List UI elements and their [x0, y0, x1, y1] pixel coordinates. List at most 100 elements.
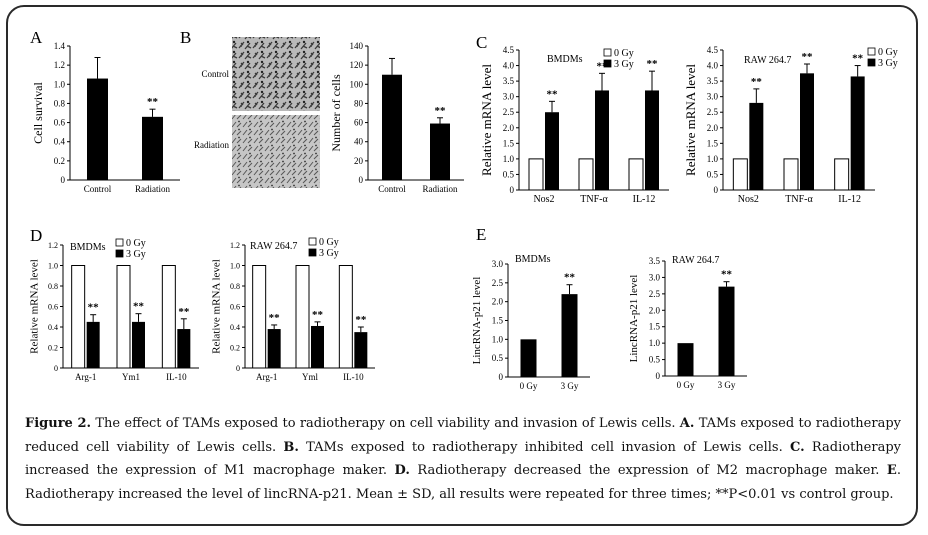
bar-0gy	[116, 265, 131, 369]
legend-swatch-3gy	[308, 248, 317, 257]
y-tick-label: 2.0	[649, 305, 661, 315]
y-tick-label: 0.8	[54, 98, 66, 108]
category-label: 0 Gy	[677, 380, 695, 390]
y-tick-label: 120	[350, 60, 364, 70]
bar-3gy	[177, 329, 191, 368]
legend-label: 0 Gy	[126, 238, 146, 249]
legend-swatch-3gy	[603, 59, 612, 68]
significance-mark: **	[88, 302, 100, 314]
y-tick-label: 1.2	[54, 60, 65, 70]
bar	[718, 286, 735, 376]
significance-mark: **	[647, 58, 659, 70]
y-tick-label: 140	[350, 41, 364, 51]
y-axis-label: Cell survival	[31, 82, 45, 144]
y-axis-label: LincRNA-p21 level	[628, 275, 640, 363]
caption-e-label: E	[886, 463, 897, 478]
y-tick-label: 0.4	[54, 137, 66, 147]
category-label: Nos2	[738, 194, 759, 205]
micrograph-label-control: Control	[201, 69, 229, 79]
bar-0gy	[783, 158, 799, 191]
significance-mark: **	[312, 309, 324, 321]
bar-3gy	[311, 325, 324, 368]
y-tick-label: 3.0	[503, 92, 515, 102]
y-axis-label: Number of cells	[329, 74, 343, 152]
category-label: Control	[84, 184, 112, 194]
legend-label: 3 Gy	[878, 58, 898, 69]
caption-a-label: A.	[679, 416, 695, 431]
y-axis-label: LincRNA-p21 level	[471, 277, 483, 365]
y-tick-label: 1.0	[492, 334, 504, 344]
y-tick-label: 0.6	[230, 303, 240, 312]
category-label: Arg-1	[256, 372, 277, 382]
caption-a-text: TAMs exposed to radiotherapy reduced cel…	[25, 416, 901, 455]
y-tick-label: 0.4	[230, 323, 240, 332]
panel-letter-d: D	[30, 226, 42, 245]
chart-title: BMDMs	[70, 242, 106, 253]
category-label: IL-10	[343, 372, 364, 382]
chart-title: RAW 264.7	[744, 55, 791, 66]
legend-swatch-0gy	[308, 237, 317, 246]
y-tick-label: 1.5	[649, 322, 661, 332]
y-tick-label: 1.4	[54, 41, 66, 51]
legend-label: 0 Gy	[614, 48, 634, 59]
y-tick-label: 1.0	[230, 262, 240, 271]
y-tick-label: 1.2	[48, 241, 58, 250]
y-tick-label: 0.2	[54, 156, 65, 166]
y-tick-label: 0.5	[707, 169, 719, 179]
bar-3gy	[850, 76, 865, 190]
bar-3gy	[354, 332, 368, 368]
chart-title: RAW 264.7	[672, 255, 719, 266]
y-axis-label: Relative mRNA level	[479, 64, 494, 176]
y-tick-label: 2.0	[707, 123, 719, 133]
y-tick-label: 0	[656, 371, 661, 381]
legend-swatch-0gy	[603, 48, 612, 57]
caption-d-text: Radiotherapy decreased the expression of…	[409, 463, 887, 478]
y-tick-label: 0.5	[492, 353, 504, 363]
y-tick-label: 2.5	[503, 107, 515, 117]
y-tick-label: 3.0	[649, 272, 661, 282]
category-label: Radiation	[423, 184, 458, 194]
category-label: TNF-α	[580, 194, 608, 205]
y-tick-label: 4.5	[707, 45, 719, 55]
y-axis-label: Relative mRNA level	[683, 64, 698, 176]
figure-frame	[6, 5, 918, 526]
category-label: TNF-α	[785, 194, 813, 205]
panel-letter-c: C	[476, 33, 487, 52]
category-label: Arg-1	[75, 372, 96, 382]
legend-swatch-0gy	[867, 47, 876, 56]
panel-letter-b: B	[180, 28, 191, 47]
y-tick-label: 0	[236, 364, 240, 373]
caption-b-label: B.	[283, 439, 299, 455]
significance-mark: **	[133, 301, 145, 313]
y-tick-label: 0	[359, 175, 364, 185]
y-tick-label: 1.5	[492, 316, 504, 326]
y-tick-label: 4.5	[503, 45, 515, 55]
bar-0gy	[578, 158, 594, 191]
y-tick-label: 80	[354, 98, 364, 108]
y-tick-label: 1.0	[48, 262, 58, 271]
bar-0gy	[252, 265, 267, 369]
caption-e-text: . Radiotherapy increased the level of li…	[25, 463, 901, 502]
category-label: Radiation	[135, 184, 170, 194]
legend-label: 3 Gy	[614, 59, 634, 70]
y-tick-label: 1.5	[503, 138, 515, 148]
y-tick-label: 60	[354, 118, 364, 128]
micrograph-label-radiation: Radiation	[194, 140, 229, 150]
category-label: Nos2	[533, 194, 554, 205]
y-tick-label: 2.0	[503, 123, 515, 133]
y-tick-label: 4.0	[503, 61, 515, 71]
chart-title: RAW 264.7	[250, 241, 297, 252]
bar	[561, 294, 578, 377]
legend-label: 3 Gy	[319, 248, 339, 259]
bar	[677, 343, 694, 376]
bar-0gy	[628, 158, 644, 191]
y-axis-label: Relative mRNA level	[28, 259, 40, 354]
bar-3gy	[800, 73, 814, 190]
y-tick-label: 1.2	[230, 241, 240, 250]
legend-label: 0 Gy	[319, 237, 339, 248]
bar	[142, 116, 163, 180]
panel-letter-e: E	[476, 225, 486, 244]
y-tick-label: 2.5	[649, 289, 661, 299]
significance-mark: **	[435, 105, 447, 117]
bar-3gy	[545, 112, 559, 190]
